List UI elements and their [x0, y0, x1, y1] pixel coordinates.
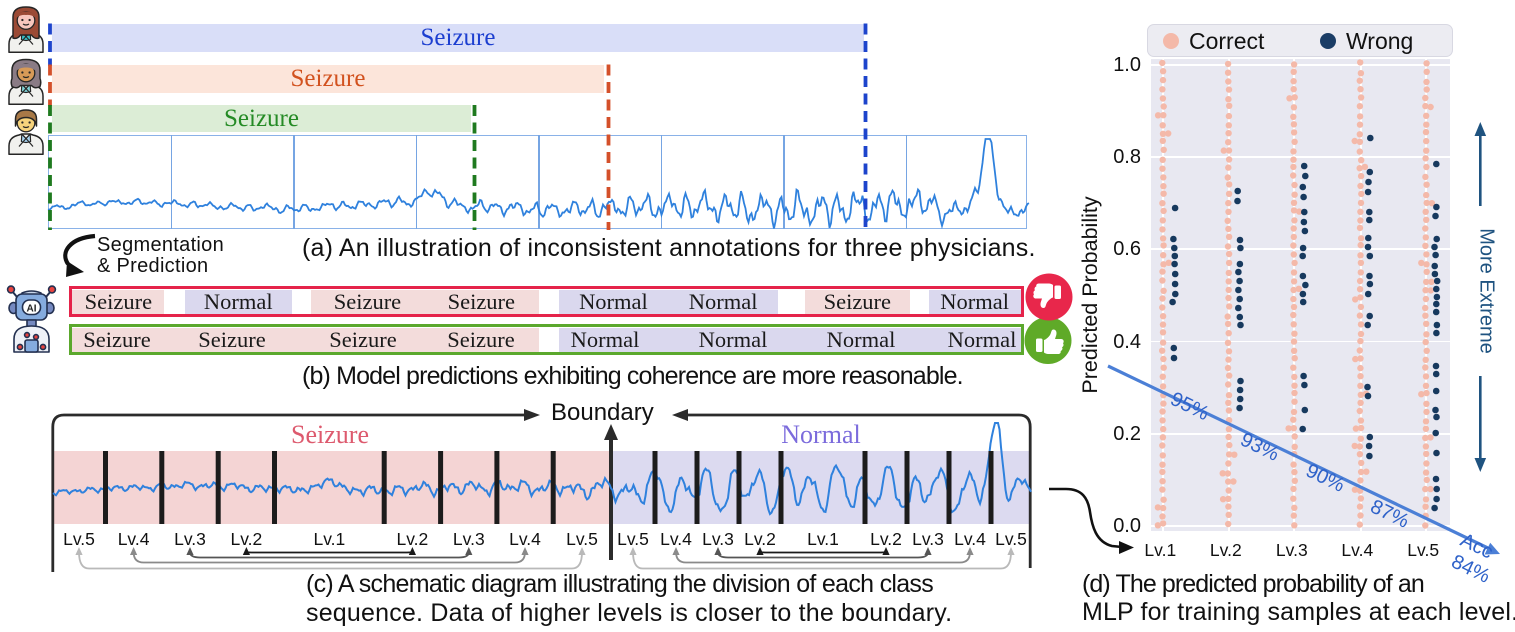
svg-text:Acc: Acc	[1457, 529, 1497, 563]
svg-text:AI: AI	[27, 304, 37, 315]
svg-text:More Extreme: More Extreme	[1476, 228, 1498, 354]
svg-text:Predicted Probability: Predicted Probability	[1078, 196, 1102, 393]
